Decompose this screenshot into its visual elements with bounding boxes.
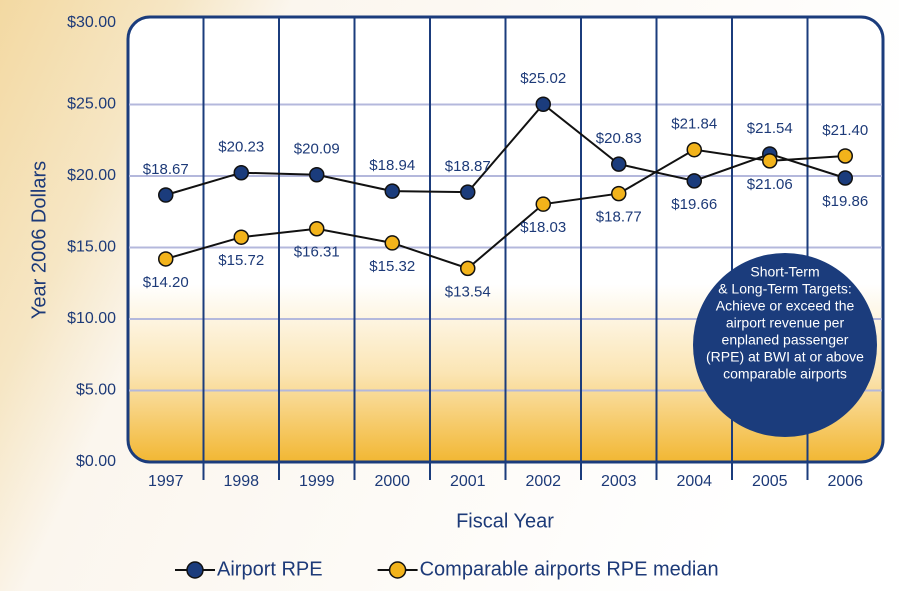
x-tick-label: 1999 [299, 473, 335, 490]
data-point [612, 187, 626, 201]
data-label: $19.86 [822, 193, 868, 210]
chart: Year 2006 Dollars Fiscal Year $0.00 $5.00… [0, 0, 899, 591]
legend-marker [187, 562, 203, 578]
x-tick-label: 2005 [752, 473, 788, 490]
data-point [159, 252, 173, 266]
x-tick-label: 2002 [525, 473, 561, 490]
x-tick-label: 1997 [148, 473, 184, 490]
data-label: $15.72 [218, 252, 264, 269]
data-point [763, 154, 777, 168]
data-label: $18.94 [369, 157, 415, 174]
data-point [838, 149, 852, 163]
data-point [536, 197, 550, 211]
data-label: $18.67 [143, 161, 189, 178]
x-tick-label: 2001 [450, 473, 486, 490]
annotation-text: Achieve or exceed the [716, 298, 855, 314]
data-label: $16.31 [294, 244, 340, 261]
data-label: $20.09 [294, 141, 340, 158]
annotation-text: Short-Term [750, 264, 819, 280]
data-label: $25.02 [520, 70, 566, 87]
data-label: $13.54 [445, 283, 491, 300]
x-tick-label: 2004 [676, 473, 712, 490]
data-label: $21.40 [822, 122, 868, 139]
annotation-text: enplaned passenger [722, 332, 849, 348]
x-tick-label: 2006 [827, 473, 863, 490]
data-point [461, 261, 475, 275]
x-axis-title: Fiscal Year [456, 510, 554, 532]
annotation-text: airport revenue per [726, 315, 845, 331]
y-tick-label: $10.00 [67, 310, 116, 327]
y-tick-label: $30.00 [67, 14, 116, 31]
data-point [310, 222, 324, 236]
data-label: $21.54 [747, 120, 793, 137]
data-label: $20.83 [596, 130, 642, 147]
data-point [687, 143, 701, 157]
data-point [536, 97, 550, 111]
y-tick-label: $5.00 [76, 382, 116, 399]
data-label: $21.06 [747, 176, 793, 193]
legend-marker [390, 562, 406, 578]
data-point [234, 230, 248, 244]
y-tick-label: $0.00 [76, 453, 116, 470]
data-point [310, 168, 324, 182]
y-tick-label: $25.00 [67, 96, 116, 113]
y-axis-title: Year 2006 Dollars [28, 161, 50, 319]
x-tick-label: 2000 [374, 473, 410, 490]
y-tick-label: $20.00 [67, 167, 116, 184]
data-label: $21.84 [671, 116, 717, 133]
y-tick-label: $15.00 [67, 239, 116, 256]
data-point [461, 185, 475, 199]
data-point [159, 188, 173, 202]
data-label: $18.77 [596, 209, 642, 226]
legend-label: Comparable airports RPE median [420, 558, 719, 580]
data-point [234, 166, 248, 180]
x-tick-label: 1998 [223, 473, 259, 490]
data-point [838, 171, 852, 185]
data-point [385, 184, 399, 198]
data-label: $15.32 [369, 258, 415, 275]
data-point [612, 157, 626, 171]
data-label: $18.03 [520, 219, 566, 236]
annotation-text: (RPE) at BWI at or above [706, 349, 864, 365]
annotation-text: & Long-Term Targets: [718, 281, 852, 297]
annotation-text: comparable airports [723, 366, 847, 382]
data-label: $14.20 [143, 274, 189, 291]
data-point [687, 174, 701, 188]
data-label: $20.23 [218, 139, 264, 156]
data-label: $19.66 [671, 196, 717, 213]
data-label: $18.87 [445, 158, 491, 175]
x-tick-label: 2003 [601, 473, 637, 490]
legend-label: Airport RPE [217, 558, 323, 580]
data-point [385, 236, 399, 250]
